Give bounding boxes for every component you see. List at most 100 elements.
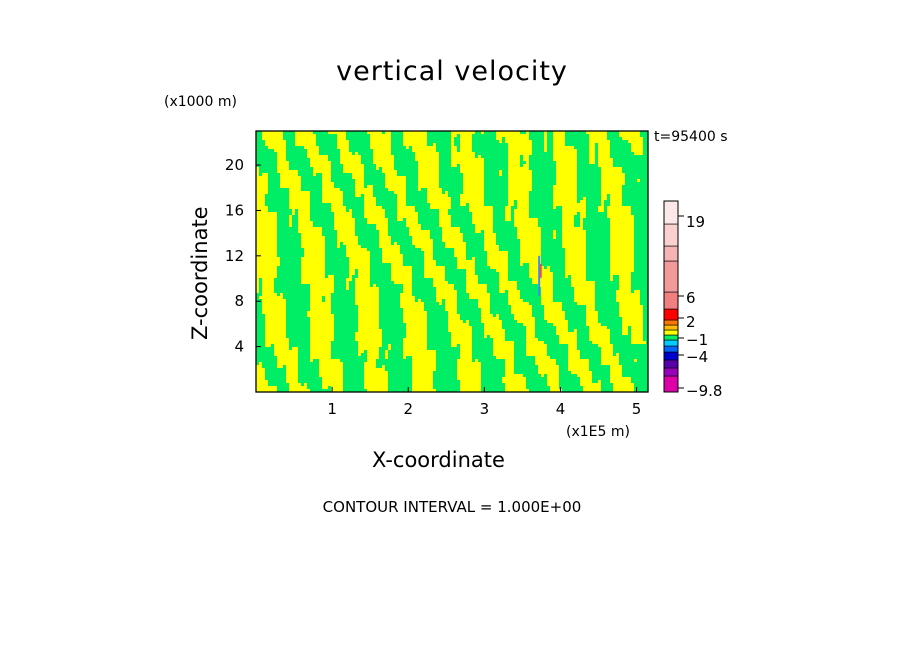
field-cell (532, 278, 553, 281)
field-cell (364, 215, 385, 218)
field-cell (553, 137, 565, 140)
field-cell (526, 161, 529, 164)
field-cell (256, 287, 259, 290)
field-cell (517, 233, 541, 236)
field-cell (301, 257, 325, 260)
field-cell (307, 155, 328, 158)
field-cell (262, 287, 274, 290)
field-cell (412, 146, 436, 149)
field-cell (577, 374, 592, 377)
field-cell (610, 260, 634, 263)
field-cell (520, 260, 541, 263)
field-cell (505, 137, 529, 140)
field-cell (544, 149, 547, 152)
field-cell (349, 260, 370, 263)
field-cell (256, 254, 277, 257)
field-cell (580, 215, 586, 218)
field-cell (265, 320, 286, 323)
field-cell (412, 374, 433, 377)
field-cell (508, 173, 532, 176)
field-cell (331, 386, 343, 389)
field-cell (373, 158, 394, 161)
field-cell (601, 179, 625, 182)
field-cell (544, 143, 547, 146)
field-cell (553, 149, 577, 152)
field-cell (412, 389, 436, 392)
field-cell (280, 173, 298, 176)
field-cell (439, 218, 451, 221)
field-cell (310, 353, 331, 356)
field-cell (589, 161, 595, 164)
field-cell (277, 170, 298, 173)
field-cell (397, 197, 406, 200)
field-cell (370, 143, 391, 146)
field-cell (580, 221, 583, 224)
field-cell (556, 179, 577, 182)
field-cell (337, 233, 355, 236)
field-cell (388, 188, 406, 191)
field-cell (346, 287, 349, 290)
field-cell (334, 215, 352, 218)
field-cell (586, 314, 598, 317)
field-cell (406, 335, 427, 338)
field-cell (355, 278, 370, 281)
field-cell (427, 191, 442, 194)
field-cell (451, 131, 475, 134)
field-cell (409, 230, 430, 233)
field-cell (289, 386, 307, 389)
field-cell (619, 275, 631, 278)
field-cell (256, 209, 268, 212)
field-cell (574, 299, 595, 302)
field-cell (331, 203, 343, 206)
field-cell (262, 311, 286, 314)
field-cell (256, 197, 265, 200)
field-cell (586, 131, 607, 134)
field-cell (553, 188, 577, 191)
field-cell (487, 257, 508, 260)
field-cell (553, 131, 565, 134)
field-cell (337, 239, 358, 242)
field-cell (400, 296, 415, 299)
field-cell (412, 383, 433, 386)
field-cell (289, 224, 292, 227)
field-cell (457, 257, 466, 260)
field-cell (412, 380, 433, 383)
field-cell (358, 344, 382, 347)
field-cell (385, 182, 406, 185)
field-cell (505, 215, 511, 218)
field-cell (562, 230, 586, 233)
field-cell (352, 176, 364, 179)
field-cell (403, 356, 406, 359)
field-cell (256, 266, 277, 269)
field-cell (340, 149, 349, 152)
field-cell (574, 329, 577, 332)
field-cell (358, 341, 382, 344)
field-cell (301, 233, 322, 236)
field-cell (349, 263, 370, 266)
field-cell (607, 209, 631, 212)
field-cell (367, 221, 388, 224)
field-cell (568, 356, 580, 359)
field-cell (256, 248, 277, 251)
field-cell (508, 149, 532, 152)
field-cell (460, 203, 466, 206)
field-cell (331, 209, 346, 212)
field-cell (562, 218, 574, 221)
field-cell (367, 218, 388, 221)
field-cell (508, 161, 520, 164)
field-cell (424, 260, 436, 263)
field-cell (508, 158, 520, 161)
field-cell (523, 158, 529, 161)
field-cell (619, 284, 631, 287)
field-cell (598, 161, 613, 164)
field-cell (334, 212, 352, 215)
field-cell (364, 203, 376, 206)
field-cell (496, 314, 499, 317)
field-cell (346, 248, 367, 251)
field-cell (508, 290, 520, 293)
field-cell (322, 383, 343, 386)
field-cell (475, 227, 493, 230)
field-cell (514, 209, 529, 212)
field-cell (355, 299, 379, 302)
field-cell (256, 236, 277, 239)
